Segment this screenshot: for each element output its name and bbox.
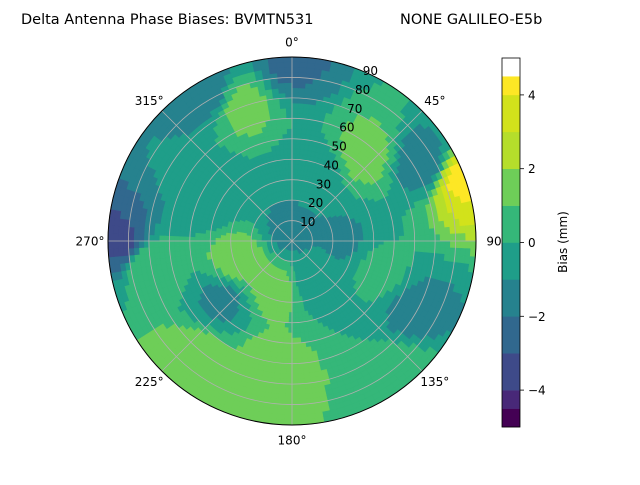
chart-subtitle: NONE GALILEO-E5b [400,12,542,28]
chart-title: Delta Antenna Phase Biases: BVMTN531 [21,12,314,28]
